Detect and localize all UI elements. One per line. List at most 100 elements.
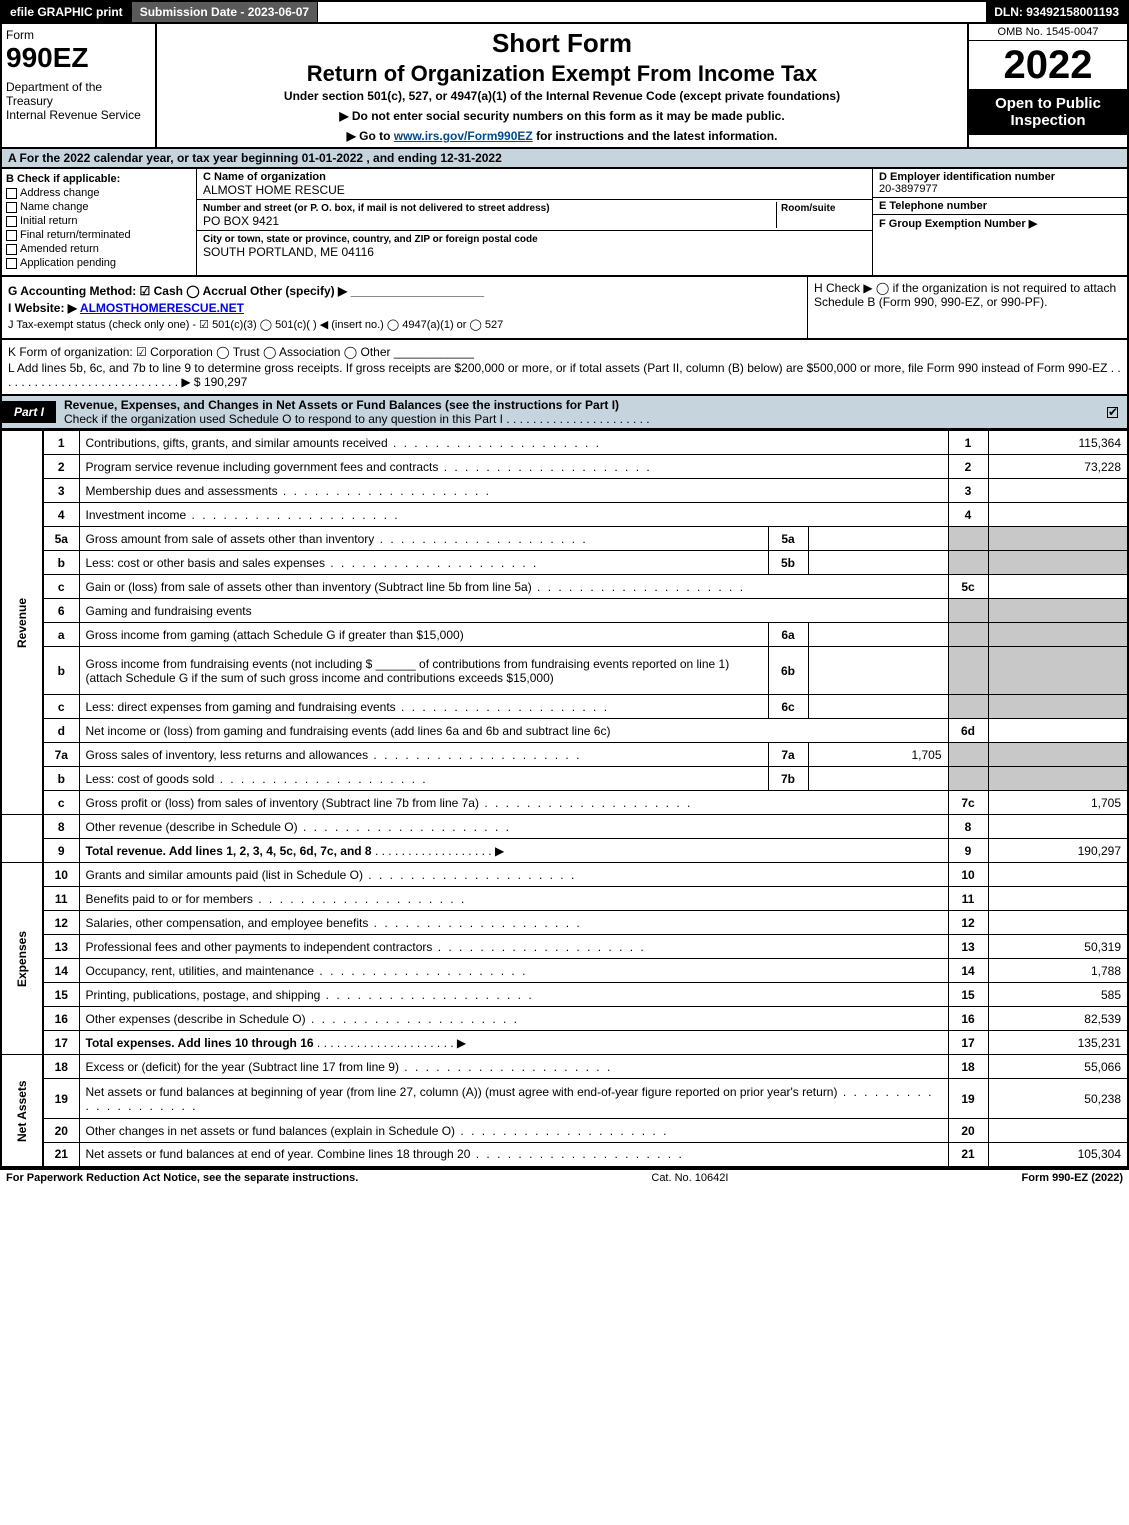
section-a: A For the 2022 calendar year, or tax yea… — [0, 149, 1129, 169]
row-rn: 14 — [948, 959, 988, 983]
row-subval — [808, 695, 948, 719]
row-desc: Net assets or fund balances at beginning… — [79, 1079, 948, 1119]
row-num: c — [43, 695, 79, 719]
header-left: Form 990EZ Department of the Treasury In… — [2, 24, 157, 147]
row-desc: Net income or (loss) from gaming and fun… — [79, 719, 948, 743]
row-amt — [988, 719, 1128, 743]
row-amt — [988, 1119, 1128, 1143]
row-rn: 1 — [948, 431, 988, 455]
part-i-checkbox[interactable] — [1101, 403, 1127, 421]
row-amt-shade — [988, 743, 1128, 767]
row-amt: 82,539 — [988, 1007, 1128, 1031]
city-label: City or town, state or province, country… — [203, 234, 538, 245]
row-num: b — [43, 551, 79, 575]
top-bar: efile GRAPHIC print Submission Date - 20… — [0, 0, 1129, 24]
chk-final-return[interactable]: Final return/terminated — [6, 229, 192, 241]
form-number: 990EZ — [6, 42, 151, 74]
row-num: c — [43, 791, 79, 815]
header-right: OMB No. 1545-0047 2022 Open to Public In… — [967, 24, 1127, 147]
ein-value: 20-3897977 — [879, 183, 1121, 195]
row-desc: Less: cost or other basis and sales expe… — [79, 551, 768, 575]
row-amt — [988, 815, 1128, 839]
row-num: 8 — [43, 815, 79, 839]
row-subval: 1,705 — [808, 743, 948, 767]
row-amt-shade — [988, 695, 1128, 719]
box-f-label: F Group Exemption Number ▶ — [879, 217, 1121, 230]
row-amt — [988, 479, 1128, 503]
row-rn: 12 — [948, 911, 988, 935]
row-amt — [988, 887, 1128, 911]
kl-block: K Form of organization: ☑ Corporation ◯ … — [0, 340, 1129, 396]
line-l: L Add lines 5b, 6c, and 7b to line 9 to … — [8, 361, 1121, 389]
row-amt: 50,319 — [988, 935, 1128, 959]
under-section: Under section 501(c), 527, or 4947(a)(1)… — [165, 89, 959, 103]
row-rn: 3 — [948, 479, 988, 503]
row-num: 9 — [43, 839, 79, 863]
org-address: PO BOX 9421 — [203, 214, 279, 228]
expenses-vlabel: Expenses — [1, 863, 43, 1055]
ssn-note: ▶ Do not enter social security numbers o… — [165, 109, 959, 123]
omb-number: OMB No. 1545-0047 — [969, 24, 1127, 41]
irs-link[interactable]: www.irs.gov/Form990EZ — [394, 129, 533, 143]
row-amt: 73,228 — [988, 455, 1128, 479]
row-num: 17 — [43, 1031, 79, 1055]
website-link[interactable]: ALMOSTHOMERESCUE.NET — [80, 301, 244, 315]
row-desc: Less: direct expenses from gaming and fu… — [79, 695, 768, 719]
row-subnum: 6c — [768, 695, 808, 719]
row-amt: 105,304 — [988, 1143, 1128, 1167]
row-num: b — [43, 647, 79, 695]
chk-address-change[interactable]: Address change — [6, 187, 192, 199]
row-rn-shade — [948, 551, 988, 575]
chk-application-pending[interactable]: Application pending — [6, 257, 192, 269]
row-subnum: 6b — [768, 647, 808, 695]
dln-label: DLN: 93492158001193 — [986, 2, 1127, 22]
row-num: 15 — [43, 983, 79, 1007]
goto-note: ▶ Go to www.irs.gov/Form990EZ for instru… — [165, 129, 959, 143]
row-amt-shade — [988, 599, 1128, 623]
efile-label[interactable]: efile GRAPHIC print — [2, 2, 132, 22]
row-num: 7a — [43, 743, 79, 767]
row-rn: 4 — [948, 503, 988, 527]
chk-initial-return[interactable]: Initial return — [6, 215, 192, 227]
row-amt: 50,238 — [988, 1079, 1128, 1119]
row-subval — [808, 623, 948, 647]
form-header: Form 990EZ Department of the Treasury In… — [0, 24, 1129, 149]
row-rn: 11 — [948, 887, 988, 911]
row-desc: Excess or (deficit) for the year (Subtra… — [79, 1055, 948, 1079]
row-rn: 7c — [948, 791, 988, 815]
row-num: 6 — [43, 599, 79, 623]
row-desc: Gross income from gaming (attach Schedul… — [79, 623, 768, 647]
row-amt-shade — [988, 647, 1128, 695]
footer-mid: Cat. No. 10642I — [358, 1172, 1021, 1184]
addr-label: Number and street (or P. O. box, if mail… — [203, 203, 550, 214]
netassets-vlabel: Net Assets — [1, 1055, 43, 1167]
return-title: Return of Organization Exempt From Incom… — [165, 61, 959, 87]
gh-block: G Accounting Method: ☑ Cash ◯ Accrual Ot… — [0, 277, 1129, 340]
row-rn: 2 — [948, 455, 988, 479]
box-b: B Check if applicable: Address change Na… — [2, 169, 197, 275]
row-desc: Membership dues and assessments — [79, 479, 948, 503]
box-b-header: B Check if applicable: — [6, 173, 192, 185]
row-subnum: 5b — [768, 551, 808, 575]
row-rn-shade — [948, 623, 988, 647]
row-rn: 19 — [948, 1079, 988, 1119]
row-num: 12 — [43, 911, 79, 935]
row-amt: 55,066 — [988, 1055, 1128, 1079]
lines-table: Revenue 1 Contributions, gifts, grants, … — [0, 430, 1129, 1168]
chk-amended-return[interactable]: Amended return — [6, 243, 192, 255]
row-num: 14 — [43, 959, 79, 983]
row-num: 2 — [43, 455, 79, 479]
row-amt: 115,364 — [988, 431, 1128, 455]
box-c: C Name of organization ALMOST HOME RESCU… — [197, 169, 872, 275]
gh-left: G Accounting Method: ☑ Cash ◯ Accrual Ot… — [2, 277, 807, 338]
revenue-vlabel: Revenue — [1, 431, 43, 815]
box-e-label: E Telephone number — [879, 200, 1121, 212]
row-rn-shade — [948, 743, 988, 767]
row-num: 4 — [43, 503, 79, 527]
row-amt: 135,231 — [988, 1031, 1128, 1055]
row-num: d — [43, 719, 79, 743]
row-desc: Benefits paid to or for members — [79, 887, 948, 911]
chk-name-change[interactable]: Name change — [6, 201, 192, 213]
row-desc: Occupancy, rent, utilities, and maintena… — [79, 959, 948, 983]
row-num: c — [43, 575, 79, 599]
